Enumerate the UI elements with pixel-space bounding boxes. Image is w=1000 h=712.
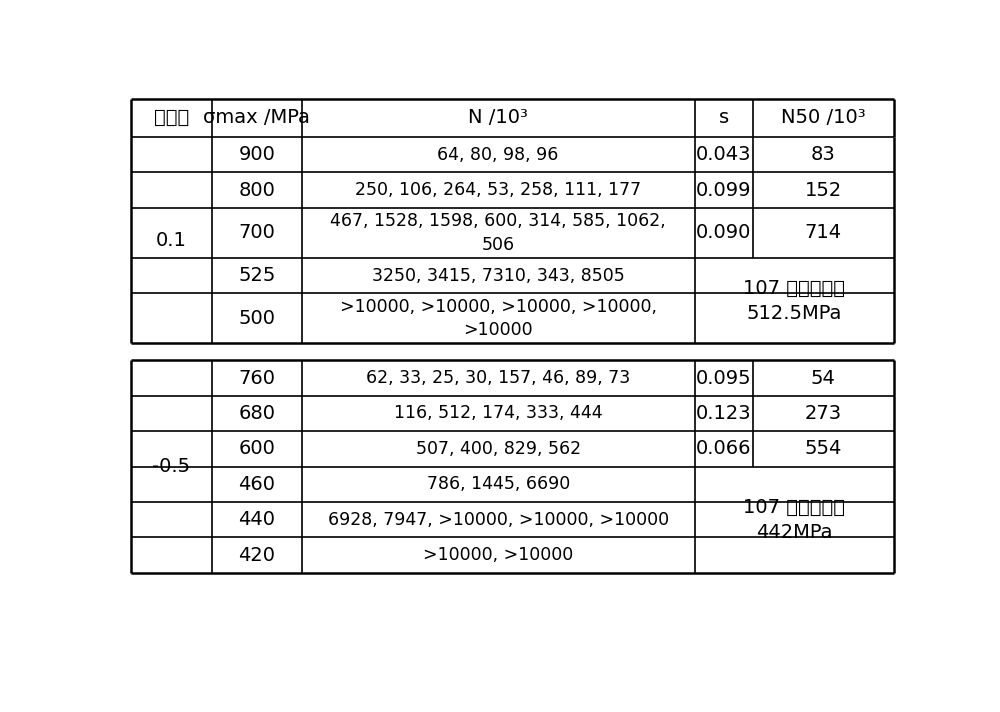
Text: 467, 1528, 1598, 600, 314, 585, 1062,
506: 467, 1528, 1598, 600, 314, 585, 1062, 50… [330, 212, 666, 253]
Text: 600: 600 [238, 439, 275, 459]
Text: 83: 83 [811, 145, 836, 164]
Text: >10000, >10000: >10000, >10000 [423, 546, 573, 564]
Text: 54: 54 [811, 369, 836, 387]
Text: 507, 400, 829, 562: 507, 400, 829, 562 [416, 440, 581, 458]
Text: 107 下疲劳极限
442MPa: 107 下疲劳极限 442MPa [743, 498, 845, 542]
Text: 460: 460 [238, 475, 275, 494]
Text: 64, 80, 98, 96: 64, 80, 98, 96 [437, 146, 559, 164]
Text: 0.1: 0.1 [156, 231, 187, 250]
Text: 680: 680 [238, 404, 275, 423]
Text: 714: 714 [805, 224, 842, 242]
Text: 250, 106, 264, 53, 258, 111, 177: 250, 106, 264, 53, 258, 111, 177 [355, 181, 641, 199]
Text: 420: 420 [238, 545, 275, 565]
Text: 0.090: 0.090 [696, 224, 751, 242]
Text: 107 下疲劳极限
512.5MPa: 107 下疲劳极限 512.5MPa [743, 278, 845, 323]
Text: 500: 500 [238, 309, 275, 328]
Text: 700: 700 [238, 224, 275, 242]
Text: 6928, 7947, >10000, >10000, >10000: 6928, 7947, >10000, >10000, >10000 [328, 511, 669, 529]
Text: 0.099: 0.099 [696, 181, 751, 199]
Text: 应力比: 应力比 [154, 108, 189, 127]
Text: 900: 900 [238, 145, 275, 164]
Text: 273: 273 [805, 404, 842, 423]
Text: 440: 440 [238, 511, 275, 529]
Text: 152: 152 [805, 181, 842, 199]
Text: 800: 800 [238, 181, 275, 199]
Text: 0.043: 0.043 [696, 145, 751, 164]
Text: 116, 512, 174, 333, 444: 116, 512, 174, 333, 444 [394, 404, 602, 422]
Text: 0.123: 0.123 [696, 404, 752, 423]
Text: 0.095: 0.095 [696, 369, 752, 387]
Text: 786, 1445, 6690: 786, 1445, 6690 [427, 476, 570, 493]
Text: 3250, 3415, 7310, 343, 8505: 3250, 3415, 7310, 343, 8505 [372, 266, 625, 285]
Text: 0.066: 0.066 [696, 439, 751, 459]
Text: 760: 760 [238, 369, 275, 387]
Text: 525: 525 [238, 266, 275, 285]
Text: N50 /10³: N50 /10³ [781, 108, 866, 127]
Text: 62, 33, 25, 30, 157, 46, 89, 73: 62, 33, 25, 30, 157, 46, 89, 73 [366, 369, 630, 387]
Text: -0.5: -0.5 [152, 457, 191, 476]
Text: N /10³: N /10³ [468, 108, 528, 127]
Text: 554: 554 [805, 439, 842, 459]
Text: s: s [719, 108, 729, 127]
Text: σmax /MPa: σmax /MPa [203, 108, 310, 127]
Text: >10000, >10000, >10000, >10000,
>10000: >10000, >10000, >10000, >10000, >10000 [340, 298, 657, 339]
